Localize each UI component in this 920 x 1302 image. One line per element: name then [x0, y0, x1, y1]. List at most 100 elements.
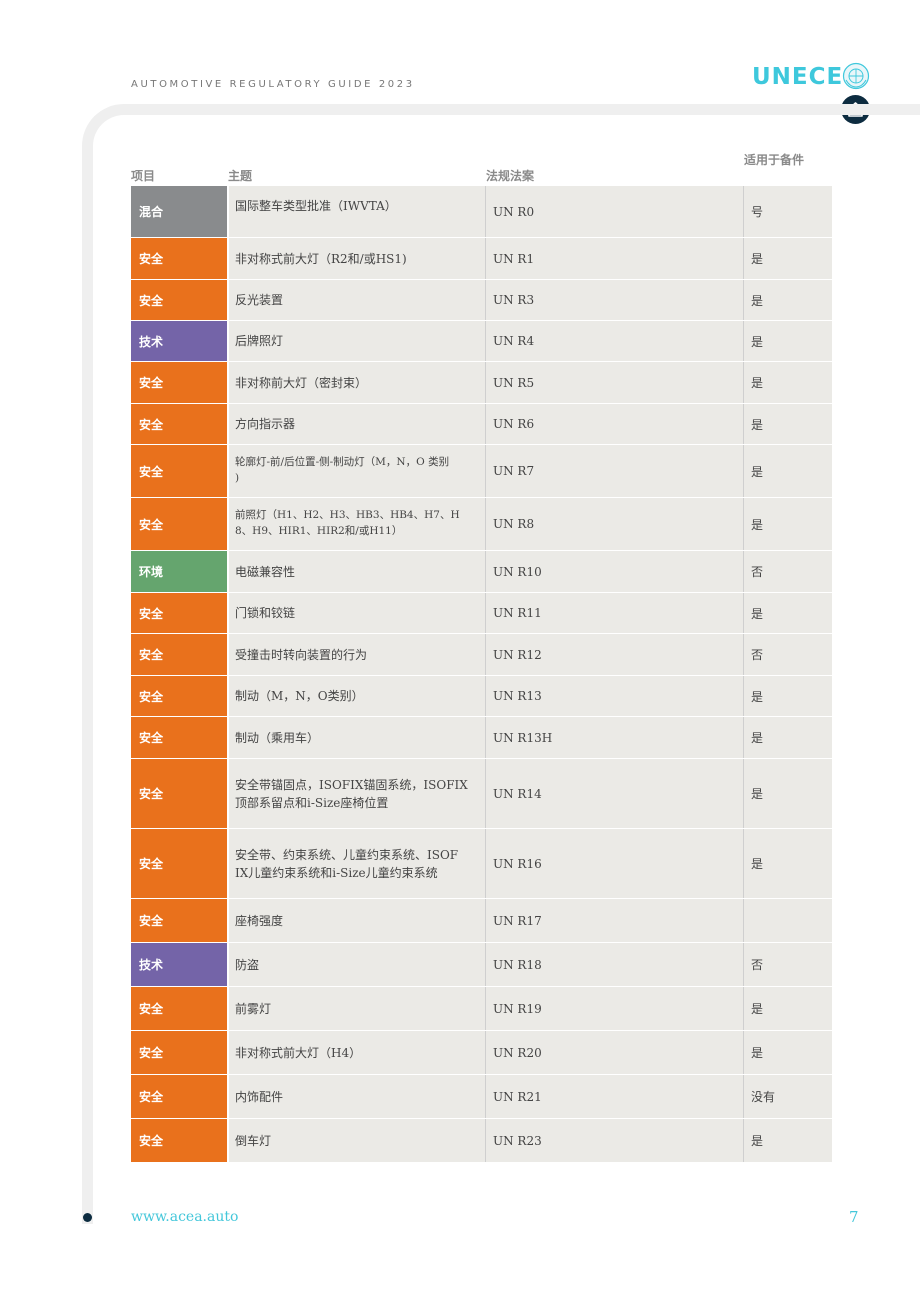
spare-parts-cell: 是 [744, 593, 832, 633]
regulation-cell: UN R1 [486, 238, 744, 279]
column-header-regulation: 法规法案 [486, 169, 535, 183]
regulation-cell: UN R16 [486, 829, 744, 898]
spare-parts-cell: 是 [744, 404, 832, 444]
table-row: 安全 内饰配件 UN R21 没有 [131, 1075, 832, 1119]
category-badge: 安全 [131, 498, 227, 550]
regulation-table: 混合 国际整车类型批准（IWVTA） UN R0 号安全 非对称式前大灯（R2和/或HS… [131, 186, 832, 1163]
table-row: 安全 制动（乘用车） UN R13H 是 [131, 717, 832, 759]
topic-cell: 反光装置 [229, 280, 486, 320]
table-row: 安全 受撞击时转向装置的行为 UN R12 否 [131, 634, 832, 676]
topic-cell: 制动（M，N，O类别） [229, 676, 486, 716]
regulation-cell: UN R12 [486, 634, 744, 675]
un-emblem-icon [842, 62, 870, 90]
spare-parts-cell: 是 [744, 676, 832, 716]
spare-parts-cell: 是 [744, 1031, 832, 1074]
spare-parts-cell: 是 [744, 238, 832, 279]
table-row: 安全 安全带锚固点，ISOFIX锚固系统，ISOFIX 顶部系留点和i-Size座… [131, 759, 832, 829]
column-header-spare-parts: 适用于备件 [744, 153, 805, 167]
table-row: 安全 门锁和铰链 UN R11 是 [131, 593, 832, 634]
table-row: 安全 安全带、约束系统、儿童约束系统、ISOF IX儿童约束系统和i-Size儿童… [131, 829, 832, 899]
spare-parts-cell: 是 [744, 280, 832, 320]
spare-parts-cell: 是 [744, 987, 832, 1030]
column-header-item: 项目 [131, 169, 156, 183]
category-badge: 混合 [131, 186, 227, 237]
spare-parts-cell: 是 [744, 717, 832, 758]
topic-cell: 非对称式前大灯（R2和/或HS1) [229, 238, 486, 279]
topic-cell: 电磁兼容性 [229, 551, 486, 592]
category-badge: 技术 [131, 943, 227, 986]
spare-parts-cell: 是 [744, 362, 832, 403]
category-badge: 安全 [131, 1119, 227, 1162]
guide-title: AUTOMOTIVE REGULATORY GUIDE 2023 [131, 79, 415, 90]
topic-cell: 后牌照灯 [229, 321, 486, 361]
column-header-topic: 主题 [228, 169, 253, 183]
regulation-cell: UN R5 [486, 362, 744, 403]
table-row: 安全 轮廓灯-前/后位置-侧-制动灯（M，N，O 类别 ) UN R7 是 [131, 445, 832, 498]
spare-parts-cell: 是 [744, 498, 832, 550]
topic-cell: 轮廓灯-前/后位置-侧-制动灯（M，N，O 类别 ) [229, 445, 486, 497]
regulation-cell: UN R4 [486, 321, 744, 361]
regulation-cell: UN R13 [486, 676, 744, 716]
category-badge: 安全 [131, 238, 227, 279]
category-badge: 安全 [131, 676, 227, 716]
table-row: 技术 防盗 UN R18 否 [131, 943, 832, 987]
table-row: 环境 电磁兼容性 UN R10 否 [131, 551, 832, 593]
table-row: 安全 前雾灯 UN R19 是 [131, 987, 832, 1031]
topic-cell: 非对称式前大灯（H4） [229, 1031, 486, 1074]
topic-cell: 倒车灯 [229, 1119, 486, 1162]
topic-cell: 前雾灯 [229, 987, 486, 1030]
regulation-cell: UN R21 [486, 1075, 744, 1118]
table-row: 安全 前照灯（H1、H2、H3、HB3、HB4、H7、H 8、H9、HIR1、HI… [131, 498, 832, 551]
page-frame [82, 104, 920, 1224]
spare-parts-cell: 是 [744, 445, 832, 497]
category-badge: 安全 [131, 899, 227, 942]
category-badge: 安全 [131, 362, 227, 403]
category-badge: 安全 [131, 759, 227, 828]
regulation-cell: UN R11 [486, 593, 744, 633]
topic-cell: 安全带、约束系统、儿童约束系统、ISOF IX儿童约束系统和i-Size儿童约束… [229, 829, 486, 898]
regulation-cell: UN R19 [486, 987, 744, 1030]
category-badge: 技术 [131, 321, 227, 361]
topic-cell: 安全带锚固点，ISOFIX锚固系统，ISOFIX 顶部系留点和i-Size座椅位… [229, 759, 486, 828]
topic-cell: 内饰配件 [229, 1075, 486, 1118]
table-row: 安全 倒车灯 UN R23 是 [131, 1119, 832, 1163]
regulation-cell: UN R17 [486, 899, 744, 942]
topic-cell: 方向指示器 [229, 404, 486, 444]
spare-parts-cell: 否 [744, 551, 832, 592]
category-badge: 安全 [131, 280, 227, 320]
topic-cell: 受撞击时转向装置的行为 [229, 634, 486, 675]
category-badge: 安全 [131, 445, 227, 497]
table-row: 混合 国际整车类型批准（IWVTA） UN R0 号 [131, 186, 832, 238]
regulation-cell: UN R20 [486, 1031, 744, 1074]
spare-parts-cell: 号 [744, 186, 832, 237]
footer-dot [83, 1213, 92, 1222]
regulation-cell: UN R23 [486, 1119, 744, 1162]
regulation-cell: UN R18 [486, 943, 744, 986]
table-row: 安全 反光装置 UN R3 是 [131, 280, 832, 321]
category-badge: 安全 [131, 593, 227, 633]
spare-parts-cell: 是 [744, 759, 832, 828]
topic-cell: 前照灯（H1、H2、H3、HB3、HB4、H7、H 8、H9、HIR1、HIR2… [229, 498, 486, 550]
regulation-cell: UN R6 [486, 404, 744, 444]
spare-parts-cell [744, 899, 832, 942]
category-badge: 安全 [131, 987, 227, 1030]
topic-cell: 国际整车类型批准（IWVTA） [229, 186, 486, 237]
category-badge: 安全 [131, 829, 227, 898]
spare-parts-cell: 否 [744, 634, 832, 675]
table-row: 安全 座椅强度 UN R17 [131, 899, 832, 943]
topic-cell: 门锁和铰链 [229, 593, 486, 633]
topic-cell: 座椅强度 [229, 899, 486, 942]
footer-website-link[interactable]: www.acea.auto [131, 1209, 239, 1225]
category-badge: 安全 [131, 1075, 227, 1118]
regulation-cell: UN R3 [486, 280, 744, 320]
unece-brand: UNECE [752, 64, 844, 90]
table-row: 安全 非对称式前大灯（H4） UN R20 是 [131, 1031, 832, 1075]
table-row: 安全 非对称前大灯（密封束） UN R5 是 [131, 362, 832, 404]
regulation-cell: UN R13H [486, 717, 744, 758]
table-row: 技术 后牌照灯 UN R4 是 [131, 321, 832, 362]
table-row: 安全 制动（M，N，O类别） UN R13 是 [131, 676, 832, 717]
category-badge: 安全 [131, 1031, 227, 1074]
regulation-cell: UN R14 [486, 759, 744, 828]
regulation-cell: UN R0 [486, 186, 744, 237]
table-row: 安全 非对称式前大灯（R2和/或HS1) UN R1 是 [131, 238, 832, 280]
